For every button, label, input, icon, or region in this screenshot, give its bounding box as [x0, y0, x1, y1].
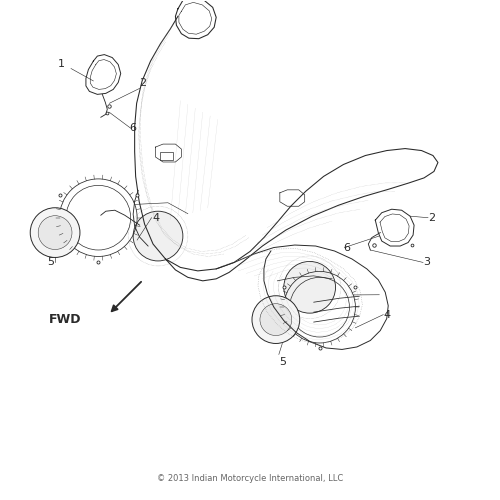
Circle shape	[133, 211, 183, 261]
Text: 3: 3	[423, 258, 430, 268]
Circle shape	[284, 262, 336, 313]
Text: 4: 4	[152, 212, 159, 222]
Text: FWD: FWD	[48, 313, 81, 326]
Text: © 2013 Indian Motorcycle International, LLC: © 2013 Indian Motorcycle International, …	[157, 474, 343, 483]
Circle shape	[38, 216, 72, 250]
Text: 5: 5	[48, 258, 54, 268]
Text: 5: 5	[279, 357, 286, 367]
Circle shape	[30, 208, 80, 258]
Text: 2: 2	[428, 212, 435, 222]
Text: 2: 2	[140, 78, 146, 88]
Circle shape	[260, 304, 292, 336]
Bar	[160, 152, 173, 160]
Text: 4: 4	[383, 310, 390, 320]
Text: 6: 6	[130, 123, 136, 133]
Text: 6: 6	[344, 242, 350, 252]
Text: 1: 1	[58, 58, 64, 68]
Circle shape	[252, 296, 300, 344]
